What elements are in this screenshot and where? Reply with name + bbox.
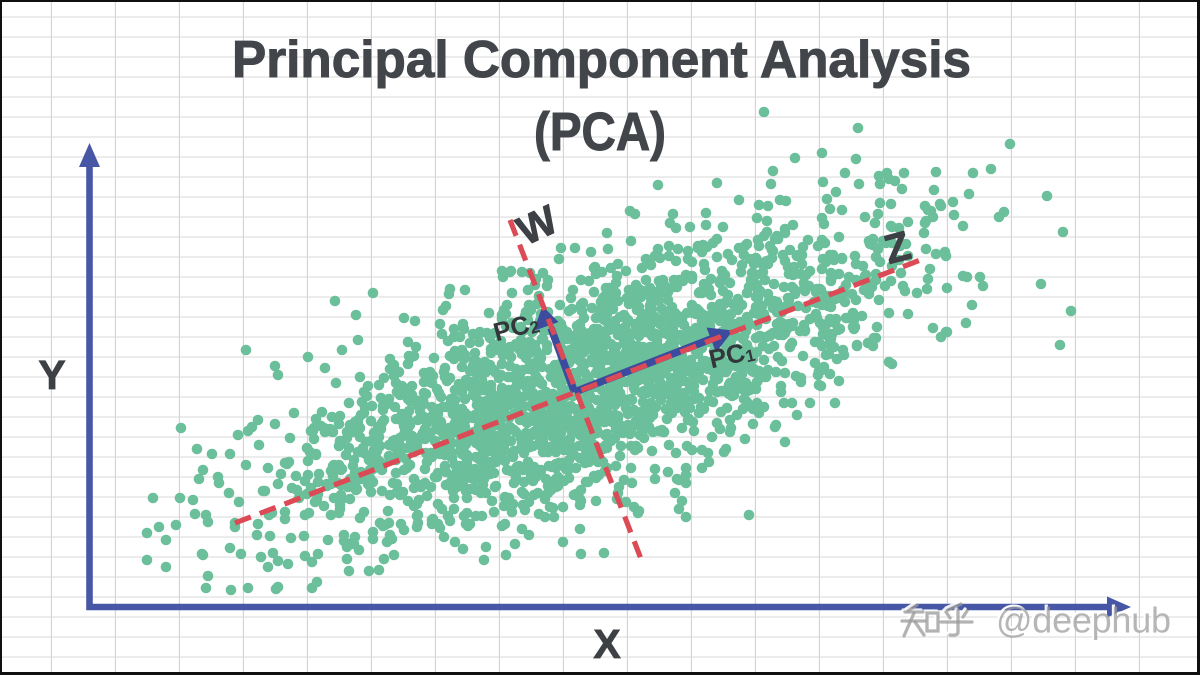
svg-text:@deephub: @deephub [994, 598, 1169, 639]
svg-text:(PCA): (PCA) [534, 103, 666, 162]
svg-text:@deephub: @deephub [996, 600, 1171, 641]
svg-text:Y: Y [38, 352, 65, 398]
svg-text:X: X [593, 621, 620, 667]
svg-text:Principal Component Analysis: Principal Component Analysis [232, 30, 971, 88]
